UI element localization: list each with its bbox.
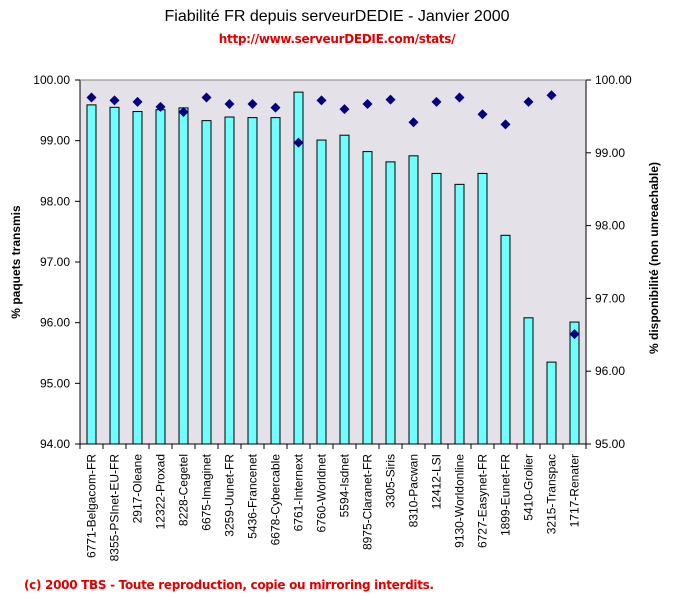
- bar: [523, 317, 534, 445]
- diamond-marker: [477, 109, 488, 120]
- bar: [431, 172, 442, 445]
- bar: [132, 111, 143, 445]
- diamond-marker: [385, 94, 396, 105]
- bar: [569, 321, 580, 445]
- bar: [408, 155, 419, 445]
- category-label: 2917-Oleane: [131, 454, 145, 524]
- diamond-marker: [569, 329, 580, 340]
- bar: [247, 117, 258, 445]
- category-label: 6771-Belgacom-FR: [85, 454, 99, 558]
- right-tick-label: 100.00: [595, 73, 632, 87]
- category-label: 12412-LSI: [430, 454, 444, 509]
- category-label: 12322-Proxad: [154, 454, 168, 529]
- diamond-marker: [339, 104, 350, 115]
- diamond-marker: [362, 99, 373, 110]
- bar: [109, 106, 120, 445]
- category-label: 6727-Easynet-FR: [476, 454, 490, 548]
- diamond-marker: [178, 107, 189, 118]
- diamond-marker: [270, 102, 281, 113]
- category-label: 5436-Francenet: [246, 453, 260, 538]
- left-tick-label: 98.00: [40, 194, 70, 208]
- diamond-marker: [224, 99, 235, 110]
- y2-axis-title: % disponibilité (non unreachable): [647, 162, 661, 354]
- diamond-marker: [109, 95, 120, 106]
- category-label: 6760-Worldnet: [315, 453, 329, 532]
- category-label: 6675-Imaginet: [200, 453, 214, 530]
- diamond-marker: [247, 99, 258, 110]
- bar: [500, 234, 511, 445]
- category-label: 8975-Claranet-FR: [361, 454, 375, 550]
- category-label: 5410-Grolier: [522, 454, 536, 521]
- diamond-marker: [431, 96, 442, 107]
- diamond-marker: [500, 119, 511, 130]
- diamond-marker: [293, 137, 304, 148]
- left-tick-label: 94.00: [40, 437, 70, 451]
- category-label: 6761-Internext: [292, 453, 306, 531]
- category-label: 8228-Cegetel: [177, 454, 191, 526]
- diamond-marker: [454, 92, 465, 103]
- diamond-marker: [86, 92, 97, 103]
- left-tick-label: 96.00: [40, 316, 70, 330]
- left-tick-label: 97.00: [40, 255, 70, 269]
- diamond-marker: [523, 96, 534, 107]
- category-label: 6678-Cybercable: [269, 454, 283, 546]
- right-axis: 95.00 96.00 97.00 98.00 99.00 100.00: [585, 73, 632, 451]
- category-label: 3305-Siris: [384, 454, 398, 508]
- left-axis: 94.00 95.00 96.00 97.00 98.00 99.00 100.00: [33, 73, 81, 451]
- right-tick-label: 96.00: [595, 364, 625, 378]
- bar: [270, 117, 281, 445]
- chart-title: Fiabilité FR depuis serveurDEDIE - Janvi…: [164, 8, 510, 25]
- diamond-marker: [546, 90, 557, 101]
- category-label: 3259-Uunet-FR: [223, 454, 237, 537]
- category-label: 5594-Isdnet: [338, 453, 352, 517]
- bar: [316, 139, 327, 445]
- diamond-marker: [201, 92, 212, 103]
- bar: [385, 161, 396, 445]
- marker-series: [86, 90, 580, 340]
- category-label: 1717-Renater: [568, 454, 582, 527]
- bar: [178, 107, 189, 445]
- right-tick-label: 97.00: [595, 291, 625, 305]
- bar: [155, 109, 166, 445]
- x-axis: 6771-Belgacom-FR 8355-PSInet-EU-FR 2917-Ol…: [79, 443, 587, 562]
- right-tick-label: 98.00: [595, 219, 625, 233]
- category-label: 3215-Transpac: [545, 454, 559, 534]
- left-tick-label: 100.00: [33, 73, 70, 87]
- left-tick-label: 95.00: [40, 376, 70, 390]
- bar: [86, 104, 97, 445]
- diamond-marker: [316, 95, 327, 106]
- bar: [224, 116, 235, 445]
- bar: [362, 151, 373, 445]
- left-tick-label: 99.00: [40, 134, 70, 148]
- bar: [201, 120, 212, 445]
- bar: [339, 134, 350, 445]
- bar: [454, 183, 465, 445]
- diamond-marker: [155, 101, 166, 112]
- category-label: 8355-PSInet-EU-FR: [108, 454, 122, 562]
- chart-subtitle-url: http://www.serveurDEDIE.com/stats/: [218, 32, 456, 46]
- bar: [546, 361, 557, 445]
- category-label: 8310-Pacwan: [407, 454, 421, 527]
- bar: [477, 172, 488, 445]
- y-axis-title: % paquets transmis: [9, 205, 23, 319]
- diamond-marker: [408, 117, 419, 128]
- right-tick-label: 99.00: [595, 146, 625, 160]
- category-label: 9130-Worldonline: [453, 454, 467, 548]
- copyright-notice: (c) 2000 TBS - Toute reproduction, copie…: [24, 578, 434, 592]
- diamond-marker: [132, 96, 143, 107]
- right-tick-label: 95.00: [595, 437, 625, 451]
- category-label: 1899-Eunet-FR: [499, 454, 513, 536]
